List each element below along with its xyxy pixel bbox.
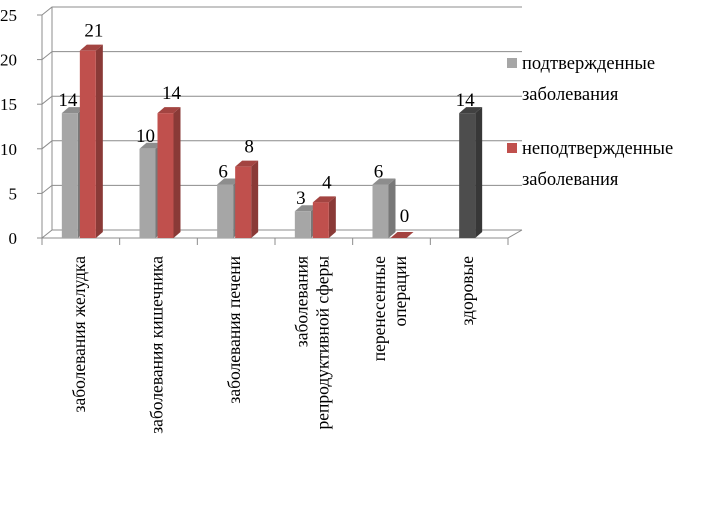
data-label: 3 bbox=[296, 188, 306, 209]
data-label: 14 bbox=[58, 90, 78, 111]
legend: подтвержденныезаболеваниянеподтвержденны… bbox=[507, 54, 673, 190]
category-label: здоровые bbox=[457, 256, 477, 326]
legend-item-1: подтвержденные заболевания bbox=[507, 54, 655, 105]
category-label: операции bbox=[390, 256, 410, 327]
x-axis-line bbox=[42, 229, 523, 239]
gridline-5 bbox=[41, 184, 522, 194]
bar-series2-cat5 bbox=[390, 232, 414, 238]
data-label: 4 bbox=[322, 172, 332, 193]
bars bbox=[61, 44, 483, 239]
y-tick-label: 25 bbox=[0, 6, 17, 25]
bar-series2-cat1 bbox=[79, 44, 103, 239]
grid-lines bbox=[41, 6, 522, 239]
y-tick-label: 20 bbox=[0, 51, 17, 70]
data-label: 0 bbox=[400, 206, 410, 227]
bar-series2-cat4 bbox=[312, 196, 336, 238]
category-label: перенесенные bbox=[369, 256, 389, 361]
legend-item-2: неподтвержденные заболевания bbox=[507, 139, 673, 190]
legend-label: заболевания bbox=[522, 170, 619, 190]
category-label: заболевания желудка bbox=[69, 256, 89, 413]
gridline-15 bbox=[41, 95, 522, 105]
axes: 0 5 10 15 20 25 bbox=[0, 6, 523, 248]
category-labels: заболевания желудка заболевания кишечника… bbox=[69, 256, 477, 434]
gridline-10 bbox=[41, 140, 522, 150]
data-label: 6 bbox=[374, 161, 384, 182]
legend-swatch bbox=[507, 58, 517, 68]
y-tick-label: 15 bbox=[0, 95, 17, 114]
y-tick-label: 0 bbox=[9, 229, 18, 248]
data-label: 14 bbox=[162, 83, 182, 104]
data-label: 14 bbox=[456, 90, 476, 111]
category-label: заболевания bbox=[291, 256, 311, 347]
data-label: 8 bbox=[244, 137, 254, 158]
bar-series2-cat2 bbox=[157, 107, 181, 239]
category-label: репродуктивной сферы bbox=[312, 256, 332, 430]
bar-series1-cat6 bbox=[459, 107, 483, 239]
data-label: 10 bbox=[136, 126, 155, 147]
legend-swatch bbox=[507, 143, 517, 153]
gridline-20 bbox=[41, 51, 522, 60]
y-tick-label: 10 bbox=[0, 140, 17, 159]
category-label: заболевания кишечника bbox=[147, 256, 167, 434]
bar-series2-cat3 bbox=[235, 160, 259, 238]
data-label: 6 bbox=[218, 161, 228, 182]
y-tick-label: 5 bbox=[9, 184, 18, 203]
bar-series1-cat5 bbox=[372, 178, 396, 238]
legend-label: подтвержденные bbox=[522, 54, 655, 74]
gridline-0 bbox=[41, 229, 522, 239]
category-label: заболевания печени bbox=[224, 256, 244, 404]
legend-label: заболевания bbox=[522, 85, 619, 105]
data-label: 21 bbox=[84, 21, 103, 42]
gridline-25 bbox=[41, 6, 522, 16]
legend-label: неподтвержденные bbox=[522, 139, 673, 159]
